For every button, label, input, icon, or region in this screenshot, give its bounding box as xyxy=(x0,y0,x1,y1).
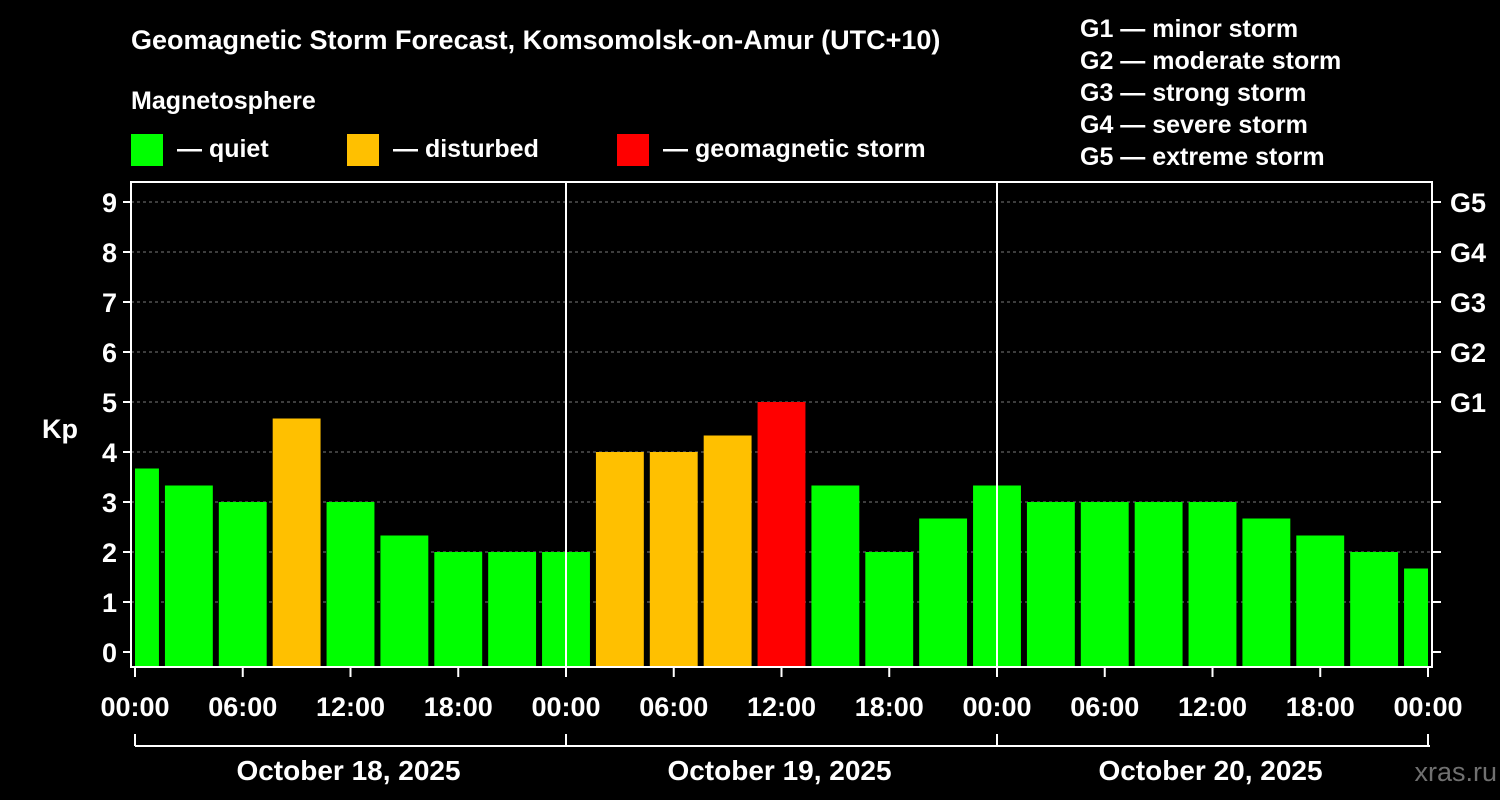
legend: — quiet — disturbed — geomagnetic storm xyxy=(131,134,926,166)
kp-bar xyxy=(272,418,321,667)
x-tick-label: 00:00 xyxy=(962,692,1031,722)
legend-swatch-storm xyxy=(617,134,649,166)
day-label: October 18, 2025 xyxy=(236,755,460,786)
y-tick-label: 9 xyxy=(102,188,117,218)
kp-bar xyxy=(434,552,483,667)
x-tick-label: 00:00 xyxy=(100,692,169,722)
kp-bar xyxy=(1080,502,1129,667)
y-tick-label: 3 xyxy=(102,488,117,518)
kp-bar xyxy=(757,402,806,667)
kp-bar xyxy=(218,502,267,667)
y-axis: 0 1 2 3 4 5 6 7 8 9 xyxy=(102,188,131,668)
kp-bar xyxy=(811,485,860,667)
kp-bar xyxy=(919,518,968,667)
x-tick-label: 06:00 xyxy=(639,692,708,722)
storm-level-label: G5 xyxy=(1450,188,1486,218)
storm-level-label: G2 xyxy=(1450,338,1486,368)
y-axis-label: Kp xyxy=(42,414,78,444)
y-tick-label: 6 xyxy=(102,338,117,368)
storm-scale-g1: G1 — minor storm xyxy=(1080,15,1298,43)
storm-scale-list: G1 — minor storm G2 — moderate storm G3 … xyxy=(1080,15,1341,171)
kp-bar xyxy=(595,452,644,667)
kp-bar xyxy=(1188,502,1237,667)
legend-swatch-quiet xyxy=(131,134,163,166)
bars xyxy=(135,402,1428,667)
legend-swatch-disturbed xyxy=(347,134,379,166)
day-axis: October 18, 2025 October 19, 2025 October … xyxy=(134,734,1430,786)
x-tick-label: 18:00 xyxy=(424,692,493,722)
day-label: October 20, 2025 xyxy=(1098,755,1322,786)
storm-scale-g2: G2 — moderate storm xyxy=(1080,47,1341,75)
watermark: xras.ru xyxy=(1414,757,1497,787)
storm-level-label: G1 xyxy=(1450,388,1486,418)
kp-bar xyxy=(1404,568,1428,667)
legend-label-storm: — geomagnetic storm xyxy=(663,135,926,163)
legend-label-disturbed: — disturbed xyxy=(393,135,539,163)
x-tick-label: 06:00 xyxy=(1070,692,1139,722)
y-tick-label: 7 xyxy=(102,288,117,318)
storm-level-label: G4 xyxy=(1450,238,1486,268)
kp-bar xyxy=(1134,502,1183,667)
kp-bar xyxy=(865,552,914,667)
kp-bar xyxy=(135,468,159,667)
y-tick-label: 1 xyxy=(102,588,117,618)
kp-bar xyxy=(1296,535,1345,667)
storm-level-label: G3 xyxy=(1450,288,1486,318)
day-label: October 19, 2025 xyxy=(667,755,891,786)
y-tick-label: 5 xyxy=(102,388,117,418)
kp-bar xyxy=(326,502,375,667)
x-tick-label: 12:00 xyxy=(1178,692,1247,722)
storm-scale-g4: G4 — severe storm xyxy=(1080,111,1308,139)
storm-scale-g3: G3 — strong storm xyxy=(1080,79,1306,107)
y-tick-label: 4 xyxy=(102,438,117,468)
kp-bar xyxy=(1242,518,1291,667)
y-tick-label: 0 xyxy=(102,638,117,668)
chart-title: Geomagnetic Storm Forecast, Komsomolsk-o… xyxy=(131,25,940,55)
y-tick-label: 8 xyxy=(102,238,117,268)
legend-heading: Magnetosphere xyxy=(131,87,316,115)
x-tick-label: 06:00 xyxy=(208,692,277,722)
x-tick-label: 00:00 xyxy=(531,692,600,722)
storm-scale-g5: G5 — extreme storm xyxy=(1080,143,1325,171)
x-tick-label: 00:00 xyxy=(1393,692,1462,722)
x-tick-label: 12:00 xyxy=(747,692,816,722)
kp-bar xyxy=(649,452,698,667)
x-tick-label: 12:00 xyxy=(316,692,385,722)
kp-bar xyxy=(164,485,213,667)
x-tick-label: 18:00 xyxy=(855,692,924,722)
kp-bar xyxy=(703,435,752,667)
kp-bar xyxy=(1026,502,1075,667)
kp-bar xyxy=(380,535,429,667)
y-tick-label: 2 xyxy=(102,538,117,568)
right-axis: G1 G2 G3 G4 G5 xyxy=(1432,188,1486,653)
kp-bar xyxy=(488,552,537,667)
x-tick-label: 18:00 xyxy=(1286,692,1355,722)
x-axis: 00:00 06:00 12:00 18:00 00:00 06:00 12:00 18:00… xyxy=(100,667,1463,722)
legend-label-quiet: — quiet xyxy=(177,135,269,163)
kp-bar xyxy=(1350,552,1399,667)
